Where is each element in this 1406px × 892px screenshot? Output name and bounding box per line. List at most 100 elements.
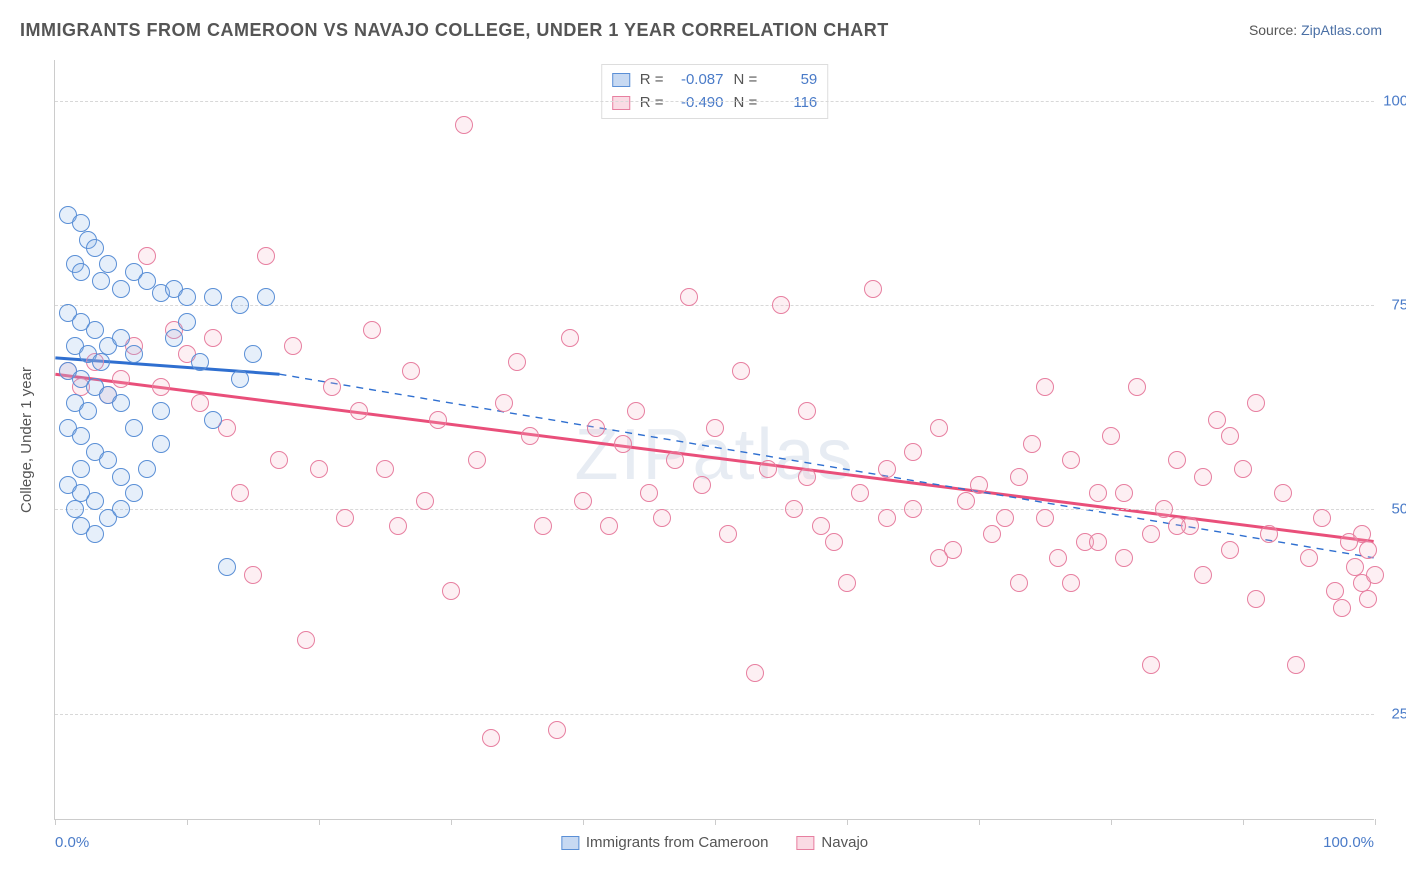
data-point xyxy=(99,451,117,469)
data-point xyxy=(1102,427,1120,445)
data-point xyxy=(904,443,922,461)
data-point xyxy=(429,411,447,429)
data-point xyxy=(244,566,262,584)
data-point xyxy=(1260,525,1278,543)
data-point xyxy=(1115,549,1133,567)
data-point xyxy=(125,484,143,502)
stats-row-series-b: R = -0.490 N = 116 xyxy=(612,92,818,115)
x-axis-min-label: 0.0% xyxy=(55,834,89,851)
data-point xyxy=(204,411,222,429)
y-tick-label: 25.0% xyxy=(1379,705,1406,722)
swatch-legend-b xyxy=(796,836,814,850)
data-point xyxy=(1221,541,1239,559)
legend-item-b: Navajo xyxy=(796,834,868,851)
data-point xyxy=(878,509,896,527)
data-point xyxy=(1353,525,1371,543)
data-point xyxy=(1366,566,1384,584)
data-point xyxy=(1359,541,1377,559)
chart-title: IMMIGRANTS FROM CAMEROON VS NAVAJO COLLE… xyxy=(20,20,889,41)
data-point xyxy=(138,247,156,265)
data-point xyxy=(86,492,104,510)
data-point xyxy=(152,435,170,453)
data-point xyxy=(270,451,288,469)
data-point xyxy=(640,484,658,502)
r-value-a: -0.087 xyxy=(674,69,724,92)
x-tick xyxy=(583,819,584,825)
data-point xyxy=(297,631,315,649)
data-point xyxy=(970,476,988,494)
gridline xyxy=(55,714,1374,715)
data-point xyxy=(72,263,90,281)
data-point xyxy=(996,509,1014,527)
data-point xyxy=(1115,484,1133,502)
gridline xyxy=(55,101,1374,102)
data-point xyxy=(1247,590,1265,608)
data-point xyxy=(152,402,170,420)
data-point xyxy=(1326,582,1344,600)
n-label: N = xyxy=(734,69,758,92)
data-point xyxy=(1089,533,1107,551)
data-point xyxy=(66,500,84,518)
data-point xyxy=(99,255,117,273)
data-point xyxy=(561,329,579,347)
data-point xyxy=(1208,411,1226,429)
x-tick xyxy=(715,819,716,825)
data-point xyxy=(86,239,104,257)
data-point xyxy=(72,427,90,445)
legend-item-a: Immigrants from Cameroon xyxy=(561,834,769,851)
data-point xyxy=(178,313,196,331)
data-point xyxy=(1194,468,1212,486)
data-point xyxy=(310,460,328,478)
data-point xyxy=(72,460,90,478)
data-point xyxy=(389,517,407,535)
stats-row-series-a: R = -0.087 N = 59 xyxy=(612,69,818,92)
chart-plot-area: ZIPatlas R = -0.087 N = 59 R = -0.490 N … xyxy=(54,60,1374,820)
x-tick xyxy=(55,819,56,825)
data-point xyxy=(350,402,368,420)
data-point xyxy=(548,721,566,739)
data-point xyxy=(86,525,104,543)
data-point xyxy=(746,664,764,682)
data-point xyxy=(495,394,513,412)
data-point xyxy=(125,345,143,363)
data-point xyxy=(191,353,209,371)
data-point xyxy=(719,525,737,543)
x-tick xyxy=(319,819,320,825)
source-link[interactable]: ZipAtlas.com xyxy=(1301,22,1382,38)
data-point xyxy=(851,484,869,502)
data-point xyxy=(92,353,110,371)
gridline xyxy=(55,509,1374,510)
data-point xyxy=(112,468,130,486)
data-point xyxy=(930,419,948,437)
correlation-stats-box: R = -0.087 N = 59 R = -0.490 N = 116 xyxy=(601,64,829,119)
data-point xyxy=(138,460,156,478)
data-point xyxy=(1194,566,1212,584)
y-tick-label: 100.0% xyxy=(1379,92,1406,109)
data-point xyxy=(904,500,922,518)
data-point xyxy=(72,214,90,232)
data-point xyxy=(112,280,130,298)
data-point xyxy=(706,419,724,437)
data-point xyxy=(1155,500,1173,518)
x-tick xyxy=(187,819,188,825)
data-point xyxy=(1128,378,1146,396)
data-point xyxy=(627,402,645,420)
data-point xyxy=(653,509,671,527)
data-point xyxy=(178,288,196,306)
data-point xyxy=(79,402,97,420)
data-point xyxy=(534,517,552,535)
data-point xyxy=(574,492,592,510)
data-point xyxy=(1274,484,1292,502)
data-point xyxy=(1346,558,1364,576)
data-point xyxy=(468,451,486,469)
data-point xyxy=(363,321,381,339)
data-point xyxy=(1010,468,1028,486)
data-point xyxy=(112,329,130,347)
r-label: R = xyxy=(640,69,664,92)
data-point xyxy=(825,533,843,551)
legend-label-a: Immigrants from Cameroon xyxy=(586,834,769,851)
data-point xyxy=(165,329,183,347)
data-point xyxy=(125,419,143,437)
x-tick xyxy=(451,819,452,825)
data-point xyxy=(1168,517,1186,535)
